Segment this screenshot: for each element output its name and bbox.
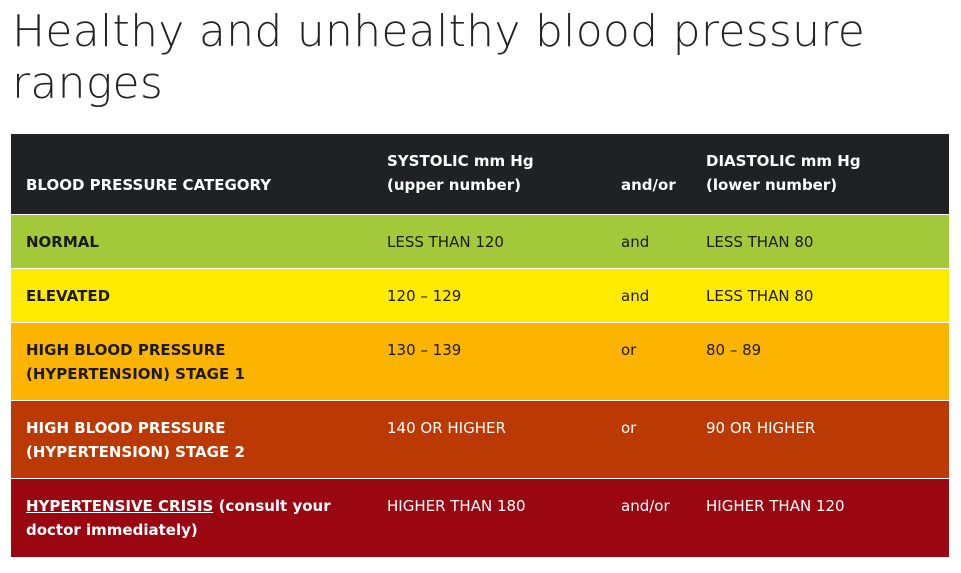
diastolic-cell: 80 – 89 xyxy=(706,321,949,400)
blood-pressure-table: BLOOD PRESSURE CATEGORY SYSTOLIC mm Hg (… xyxy=(11,134,949,557)
header-systolic-note: (upper number) xyxy=(387,175,521,194)
page-title: Healthy and unhealthy blood pressure ran… xyxy=(12,6,866,109)
table-header-row: BLOOD PRESSURE CATEGORY SYSTOLIC mm Hg (… xyxy=(11,134,949,214)
andor-cell: or xyxy=(621,399,706,478)
category-cell: HIGH BLOOD PRESSURE (HYPERTENSION) STAGE… xyxy=(11,399,387,478)
diastolic-cell: HIGHER THAN 120 xyxy=(706,477,949,557)
diastolic-cell: 90 OR HIGHER xyxy=(706,399,949,478)
header-diastolic-title: DIASTOLIC mm Hg xyxy=(706,151,861,170)
category-sublabel: (HYPERTENSION) STAGE 2 xyxy=(26,442,245,461)
category-label: ELEVATED xyxy=(26,286,111,305)
table-row: NORMAL LESS THAN 120 and LESS THAN 80 xyxy=(11,213,949,268)
systolic-cell: HIGHER THAN 180 xyxy=(387,477,621,557)
andor-cell: and xyxy=(621,213,706,268)
header-systolic-title: SYSTOLIC mm Hg xyxy=(387,151,534,170)
andor-cell: or xyxy=(621,321,706,400)
hypertensive-crisis-link[interactable]: HYPERTENSIVE CRISIS xyxy=(26,496,214,515)
table-row: ELEVATED 120 – 129 and LESS THAN 80 xyxy=(11,267,949,322)
table-row: HIGH BLOOD PRESSURE (HYPERTENSION) STAGE… xyxy=(11,399,949,478)
category-label: HIGH BLOOD PRESSURE xyxy=(26,418,226,437)
category-label: HIGH BLOOD PRESSURE xyxy=(26,340,226,359)
header-andor: and/or xyxy=(621,175,676,194)
category-sublabel: (HYPERTENSION) STAGE 1 xyxy=(26,364,245,383)
category-note: (consult your xyxy=(213,496,331,515)
category-label: NORMAL xyxy=(26,232,99,251)
systolic-cell: 120 – 129 xyxy=(387,267,621,322)
category-cell: ELEVATED xyxy=(11,267,387,322)
category-sublabel: doctor immediately) xyxy=(26,520,198,539)
table-row: HYPERTENSIVE CRISIS (consult your doctor… xyxy=(11,477,949,557)
header-diastolic: DIASTOLIC mm Hg (lower number) xyxy=(706,134,949,214)
header-category: BLOOD PRESSURE CATEGORY xyxy=(26,175,272,194)
category-cell: NORMAL xyxy=(11,213,387,268)
category-label: HYPERTENSIVE CRISIS (consult your xyxy=(26,494,387,518)
diastolic-cell: LESS THAN 80 xyxy=(706,267,949,322)
diastolic-cell: LESS THAN 80 xyxy=(706,213,949,268)
header-systolic: SYSTOLIC mm Hg (upper number) xyxy=(387,134,621,214)
systolic-cell: LESS THAN 120 xyxy=(387,213,621,268)
header-diastolic-note: (lower number) xyxy=(706,175,838,194)
systolic-cell: 130 – 139 xyxy=(387,321,621,400)
andor-cell: and/or xyxy=(621,477,706,557)
table-row: HIGH BLOOD PRESSURE (HYPERTENSION) STAGE… xyxy=(11,321,949,400)
category-cell: HYPERTENSIVE CRISIS (consult your doctor… xyxy=(11,477,387,557)
category-cell: HIGH BLOOD PRESSURE (HYPERTENSION) STAGE… xyxy=(11,321,387,400)
andor-cell: and xyxy=(621,267,706,322)
systolic-cell: 140 OR HIGHER xyxy=(387,399,621,478)
